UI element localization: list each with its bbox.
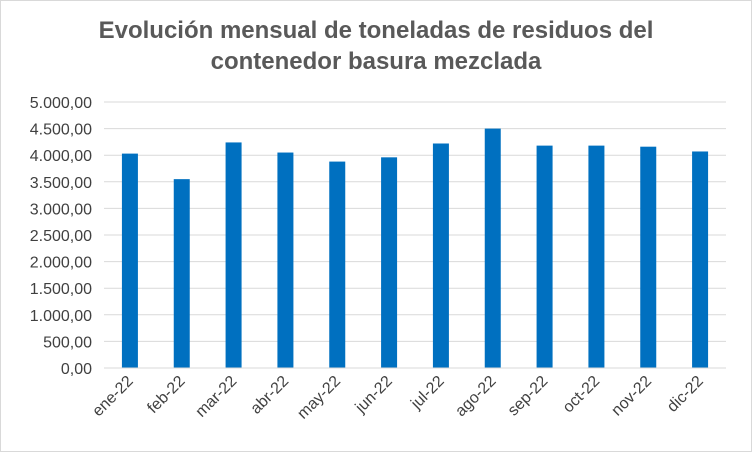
y-tick-label: 1.500,00 (30, 281, 92, 298)
y-tick-label: 4.500,00 (30, 122, 92, 139)
x-tick-label: feb-22 (144, 373, 188, 417)
y-tick-label: 4.000,00 (30, 148, 92, 165)
x-tick-label: nov-22 (608, 373, 655, 420)
x-tick-label: jun-22 (352, 373, 396, 417)
x-tick-label: jul-22 (407, 373, 447, 413)
bar (121, 153, 138, 368)
y-tick-label: 5.000,00 (30, 95, 92, 112)
chart-title: Evolución mensual de toneladas de residu… (1, 15, 751, 77)
bar (640, 146, 657, 368)
bar (329, 161, 346, 368)
x-tick-label: abr-22 (248, 373, 293, 418)
x-tick-label: mar-22 (193, 373, 241, 421)
y-tick-label: 3.500,00 (30, 175, 92, 192)
bar (692, 151, 709, 368)
bar (588, 145, 605, 368)
y-tick-label: 3.000,00 (30, 201, 92, 218)
x-tick-label: sep-22 (505, 373, 552, 420)
y-tick-label: 2.000,00 (30, 255, 92, 272)
bar (277, 152, 294, 368)
bar (225, 142, 242, 368)
bar (484, 128, 501, 368)
y-tick-label: 2.500,00 (30, 228, 92, 245)
y-tick-label: 1.000,00 (30, 308, 92, 325)
x-tick-label: dic-22 (664, 373, 707, 416)
bar (432, 143, 449, 368)
x-tick-label: ago-22 (452, 373, 499, 420)
x-tick-label: may-22 (294, 373, 344, 423)
bar (381, 157, 398, 368)
chart-title-line-1: Evolución mensual de toneladas de residu… (98, 17, 654, 44)
y-tick-label: 500,00 (43, 334, 92, 351)
chart-title-line-2: contenedor basura mezclada (210, 48, 542, 75)
y-tick-label: 0,00 (61, 361, 92, 378)
bar (536, 145, 553, 368)
x-tick-label: ene-22 (89, 373, 136, 420)
bar (173, 179, 190, 368)
x-tick-label: oct-22 (560, 373, 604, 417)
